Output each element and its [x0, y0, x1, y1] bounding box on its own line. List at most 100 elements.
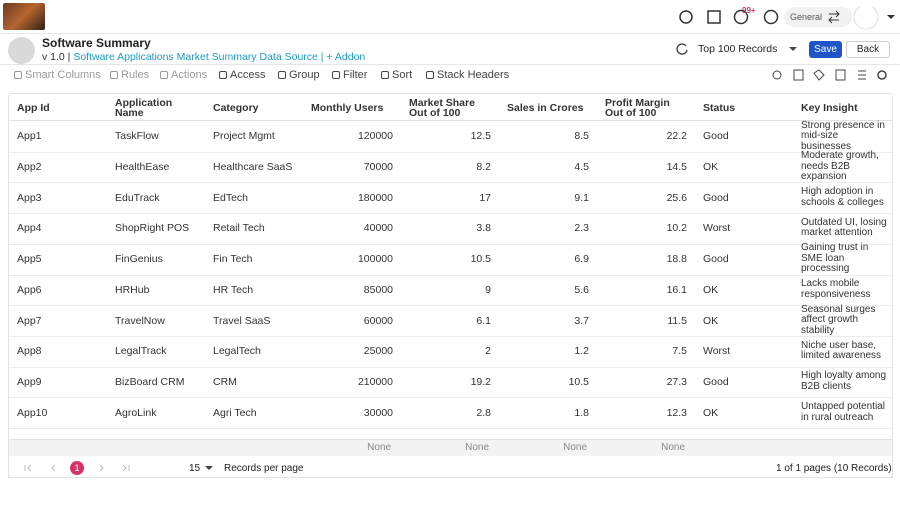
toolbar-label[interactable]: Stack Headers	[437, 69, 510, 81]
top-icons	[679, 7, 895, 29]
toolbar-label[interactable]: Filter	[343, 69, 368, 81]
table-cell: 25.6	[666, 191, 687, 204]
back-label[interactable]: Back	[856, 44, 880, 55]
table-cell: 6.9	[574, 253, 589, 266]
toolbar-icon[interactable]	[14, 71, 22, 79]
table-cell: LegalTrack	[115, 345, 167, 358]
column-header[interactable]: App Id	[17, 101, 50, 114]
toolbar-button[interactable]: Stack Headers	[426, 69, 509, 81]
switch-icon[interactable]	[828, 10, 840, 24]
avatar[interactable]	[853, 7, 879, 29]
column-header[interactable]: Category	[213, 101, 259, 114]
data-source-link[interactable]: Software Applications Market Summary Dat…	[73, 51, 366, 63]
page-size[interactable]: 15	[189, 463, 201, 474]
toolbar-label[interactable]: Rules	[121, 69, 150, 81]
table-cell: 12.3	[666, 406, 687, 419]
save-button[interactable]: Save	[809, 41, 842, 58]
divider	[0, 33, 900, 34]
columns-icon[interactable]	[835, 69, 846, 81]
toolbar-icon[interactable]	[278, 71, 286, 79]
first-page[interactable]	[24, 464, 32, 472]
column-header[interactable]: Profit Margin Out of 100	[605, 96, 670, 119]
aggregate-cell: None	[661, 442, 685, 453]
table-cell: 30000	[363, 406, 393, 419]
back-button[interactable]: Back	[846, 41, 890, 58]
home-icon[interactable]	[8, 37, 35, 64]
table-cell: 17	[479, 191, 491, 204]
column-header[interactable]: Status	[703, 101, 736, 114]
table-cell: Good	[703, 375, 729, 388]
column-header[interactable]: Sales in Crores	[507, 101, 584, 114]
refresh-icon[interactable]	[675, 42, 689, 56]
aggregate-cell: None	[563, 442, 587, 453]
row-divider	[9, 151, 892, 153]
table-cell: OK	[703, 406, 719, 419]
table-cell: 70000	[363, 161, 393, 174]
last-page[interactable]	[122, 464, 130, 472]
table-cell: BizBoard CRM	[115, 375, 185, 388]
toolbar-label[interactable]: Actions	[171, 69, 208, 81]
toolbar-icon[interactable]	[332, 71, 340, 79]
toolbar-button[interactable]: Sort	[381, 69, 412, 81]
prev-page[interactable]	[51, 464, 56, 472]
table-cell: 1.8	[574, 406, 589, 419]
table-cell: EdTech	[213, 191, 249, 204]
table-cell: OK	[703, 283, 719, 296]
toolbar-button[interactable]: Access	[219, 69, 265, 81]
column-header[interactable]: Application Name	[115, 96, 173, 119]
table-cell: App2	[17, 161, 42, 174]
row-divider	[9, 243, 892, 245]
table-cell: App9	[17, 375, 42, 388]
tasks-icon[interactable]	[733, 9, 749, 25]
table-cell: HRHub	[115, 283, 150, 296]
density-icon[interactable]	[858, 70, 866, 80]
table-cell: TravelNow	[115, 314, 165, 327]
toolbar-icon[interactable]	[381, 71, 389, 79]
column-header[interactable]: Market Share Out of 100	[409, 96, 475, 119]
table-cell: Good	[703, 191, 729, 204]
toolbar-icon[interactable]	[110, 71, 118, 79]
row-divider	[9, 274, 892, 276]
toolbar-button[interactable]: Smart Columns	[14, 69, 101, 81]
settings-icon[interactable]	[679, 10, 693, 24]
workspace-label[interactable]: General	[790, 12, 823, 22]
toolbar-label[interactable]: Group	[289, 69, 320, 81]
toolbar-label[interactable]: Sort	[392, 69, 413, 81]
toolbar-button[interactable]: Actions	[160, 69, 207, 81]
toolbar-label[interactable]: Smart Columns	[25, 69, 101, 81]
records-caret[interactable]	[788, 45, 798, 53]
records-view[interactable]: Top 100 Records	[698, 43, 778, 55]
toolbar-icon[interactable]	[160, 71, 168, 79]
current-page[interactable]: 1	[70, 461, 84, 475]
table-cell: Good	[703, 253, 729, 266]
store-icon[interactable]	[707, 10, 721, 24]
toolbar-button[interactable]: Rules	[110, 69, 149, 81]
divider	[0, 64, 900, 65]
toolbar-button[interactable]: Filter	[332, 69, 367, 81]
export-icon[interactable]	[793, 69, 804, 81]
table-cell: HealthEase	[115, 161, 170, 174]
table-cell: 210000	[357, 375, 393, 388]
next-page[interactable]	[99, 464, 104, 472]
page-size-caret[interactable]	[204, 464, 214, 472]
column-header[interactable]: Monthly Users	[311, 101, 384, 114]
workspace-pill[interactable]	[784, 7, 852, 27]
row-divider	[9, 182, 892, 184]
help-icon[interactable]	[763, 9, 779, 25]
table-cell: High loyalty among B2B clients	[801, 370, 887, 392]
toolbar-icon[interactable]	[426, 71, 434, 79]
toolbar-icon[interactable]	[219, 71, 227, 79]
table-cell: App4	[17, 222, 42, 235]
table-settings-icon[interactable]	[877, 70, 887, 80]
logo[interactable]	[3, 3, 45, 30]
table-cell: 60000	[363, 314, 393, 327]
hide-icon[interactable]	[772, 70, 782, 80]
table-cell: 2.3	[574, 222, 589, 235]
toolbar-button[interactable]: Group	[278, 69, 320, 81]
table-cell: CRM	[213, 375, 237, 388]
avatar-caret[interactable]	[887, 15, 895, 19]
toolbar-label[interactable]: Access	[230, 69, 266, 81]
column-header[interactable]: Key Insight	[801, 101, 858, 114]
fill-icon[interactable]	[813, 69, 825, 81]
